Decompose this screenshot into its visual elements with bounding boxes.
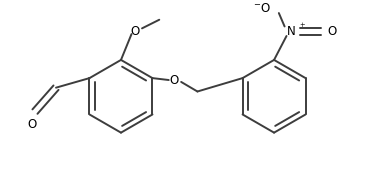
Text: O: O xyxy=(328,25,337,38)
Text: $^{-}$O: $^{-}$O xyxy=(253,2,271,15)
Text: O: O xyxy=(169,74,178,86)
Text: $^{+}$: $^{+}$ xyxy=(299,22,306,32)
Text: O: O xyxy=(27,118,37,131)
Text: O: O xyxy=(131,25,140,38)
Text: N: N xyxy=(287,25,296,38)
